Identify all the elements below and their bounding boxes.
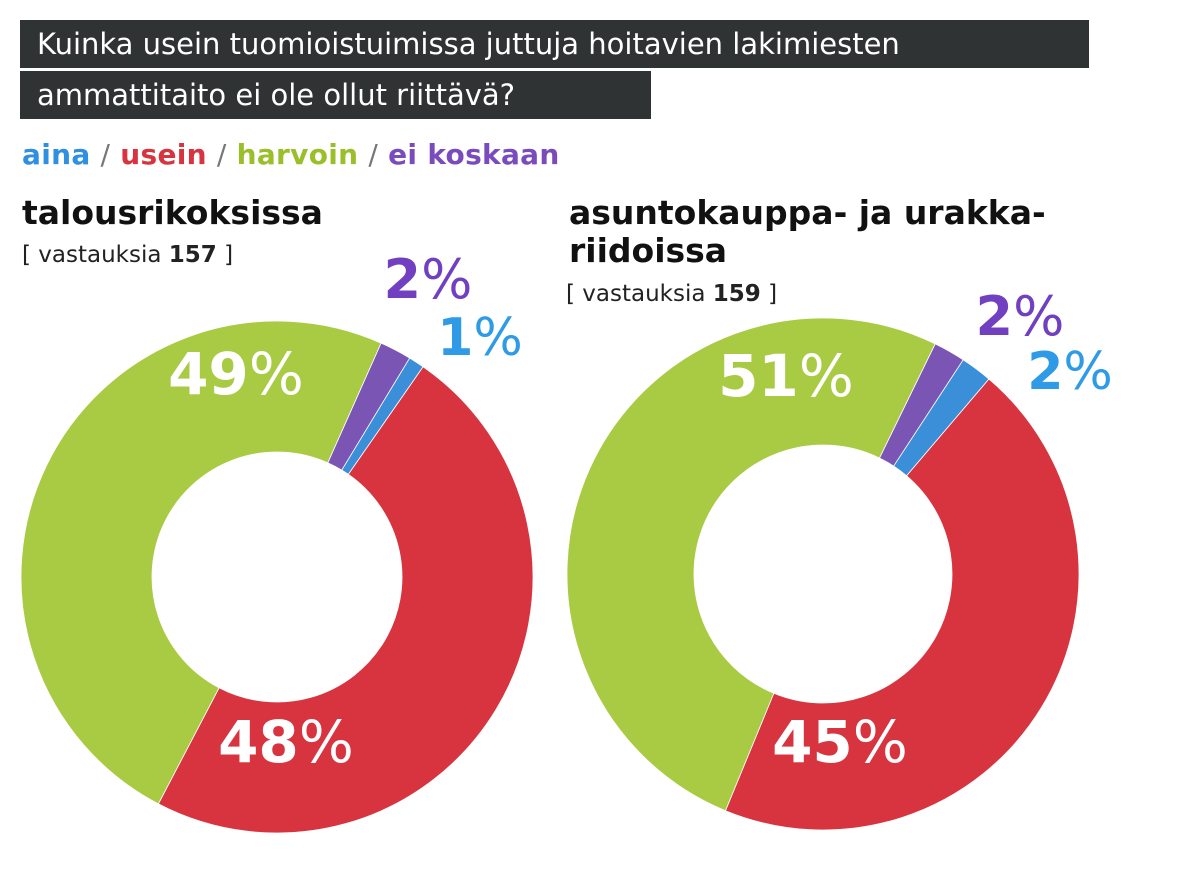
chart-title-line-1: Kuinka usein tuomioistuimissa juttuja ho… <box>20 20 1089 68</box>
data-label-aina: 2% <box>1027 342 1113 402</box>
responses-count: 157 <box>168 242 217 268</box>
legend-separator: / <box>100 138 111 171</box>
donut-chart-1: 1% 48% 49% 2% <box>20 248 534 834</box>
legend-item-harvoin: harvoin <box>236 138 359 171</box>
chart-1-responses: [ vastauksia 157 ] <box>22 242 233 268</box>
data-label-harvoin: 51% <box>718 342 854 410</box>
legend: aina / usein / harvoin / ei koskaan <box>22 138 560 171</box>
data-label-harvoin: 49% <box>168 340 304 408</box>
data-label-aina: 1% <box>437 308 523 368</box>
responses-prefix: [ vastauksia <box>566 281 706 307</box>
legend-item-usein: usein <box>120 138 207 171</box>
donut-chart-2: 2% 45% 51% 2% <box>566 285 1113 831</box>
chart-2-responses: [ vastauksia 159 ] <box>566 281 777 307</box>
responses-count: 159 <box>712 281 761 307</box>
data-label-usein: 45% <box>772 708 908 776</box>
slice-harvoin <box>20 320 382 805</box>
data-label-usein: 48% <box>218 708 354 776</box>
slice-usein <box>724 378 1080 831</box>
legend-separator: / <box>216 138 227 171</box>
chart-2-title-line-2: riidoissa <box>569 231 728 270</box>
responses-prefix: [ vastauksia <box>22 242 162 268</box>
slice-ei-koskaan <box>879 343 964 467</box>
chart-1-title: talousrikoksissa <box>22 193 323 232</box>
data-label-ei-koskaan: 2% <box>384 248 473 311</box>
data-label-ei-koskaan: 2% <box>976 285 1065 348</box>
slice-ei-koskaan <box>327 342 411 471</box>
legend-item-ei-koskaan: ei koskaan <box>388 138 560 171</box>
chart-2-title-line-1: asuntokauppa- ja urakka- <box>569 193 1046 232</box>
legend-separator: / <box>368 138 379 171</box>
chart-2-title: asuntokauppa- ja urakka- riidoissa <box>569 194 1046 270</box>
slice-harvoin <box>566 317 936 812</box>
slice-usein <box>157 366 534 834</box>
responses-suffix: ] <box>224 242 234 268</box>
legend-item-aina: aina <box>22 138 91 171</box>
responses-suffix: ] <box>768 281 778 307</box>
chart-title-line-2: ammattitaito ei ole ollut riittävä? <box>20 71 651 119</box>
